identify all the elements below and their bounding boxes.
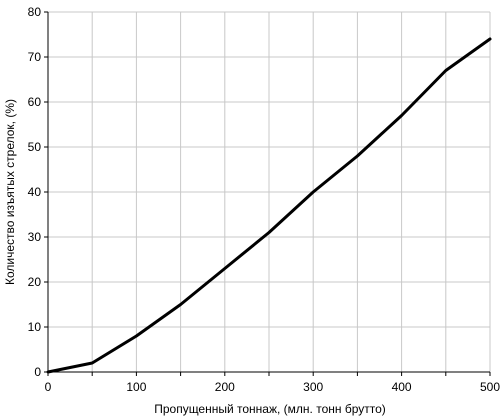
y-tick-label: 50 bbox=[28, 140, 42, 154]
y-tick-label: 30 bbox=[28, 230, 42, 244]
y-tick-label: 70 bbox=[28, 50, 42, 64]
x-tick-label: 200 bbox=[215, 380, 235, 394]
y-tick-label: 80 bbox=[28, 5, 42, 19]
gridlines bbox=[47, 11, 491, 373]
y-tick-label: 20 bbox=[28, 275, 42, 289]
y-tick-label: 0 bbox=[34, 365, 41, 379]
x-tick-label: 0 bbox=[45, 380, 52, 394]
axes bbox=[44, 11, 491, 376]
y-tick-label: 40 bbox=[28, 185, 42, 199]
y-tick-label: 60 bbox=[28, 95, 42, 109]
x-axis-label: Пропущенный тоннаж, (млн. тонн брутто) bbox=[154, 402, 386, 416]
x-tick-labels: 0 100 200 300 400 500 bbox=[45, 380, 501, 394]
x-tick-label: 400 bbox=[392, 380, 412, 394]
y-tick-label: 10 bbox=[28, 320, 42, 334]
x-tick-label: 500 bbox=[480, 380, 500, 394]
y-axis-label: Количество изъятых стрелок, (%) bbox=[3, 99, 17, 285]
x-tick-label: 300 bbox=[303, 380, 323, 394]
x-tick-label: 100 bbox=[126, 380, 146, 394]
y-tick-labels: 0 10 20 30 40 50 60 70 80 bbox=[28, 5, 42, 379]
series-line bbox=[46, 37, 492, 374]
series bbox=[46, 37, 492, 374]
